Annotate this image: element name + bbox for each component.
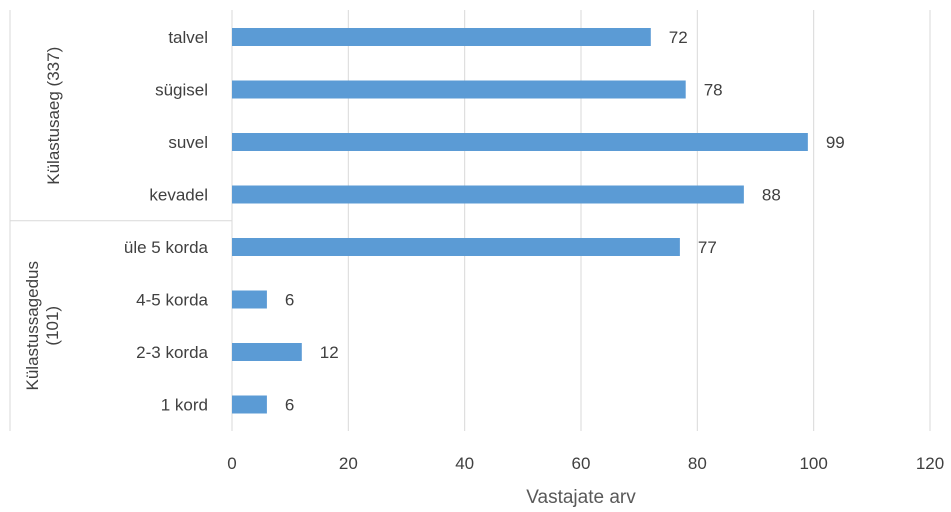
x-axis-ticks: 0 20 40 60 80 100 120 [227, 454, 944, 473]
bar [232, 80, 686, 99]
x-tick-label: 100 [799, 454, 827, 473]
data-label: 88 [762, 186, 781, 205]
x-tick-label: 0 [227, 454, 236, 473]
x-tick-label: 60 [572, 454, 591, 473]
category-label: sügisel [155, 81, 208, 100]
data-label: 78 [704, 81, 723, 100]
group-label: Külastusaeg (337) [44, 47, 63, 185]
x-tick-label: 20 [339, 454, 358, 473]
bar [232, 185, 744, 204]
data-label: 77 [698, 238, 717, 257]
bar [232, 238, 680, 256]
data-label: 72 [669, 28, 688, 47]
x-tick-label: 80 [688, 454, 707, 473]
x-axis-title: Vastajate arv [526, 487, 636, 508]
data-label: 99 [826, 133, 845, 152]
bar [232, 28, 651, 46]
category-labels: talvel sügisel suvel kevadel üle 5 korda 4-5 … [124, 28, 209, 415]
data-label: 6 [285, 291, 294, 310]
gridlines [231, 10, 931, 431]
group-labels: Külastusaeg (337) Külastussagedus(101) [9, 10, 232, 431]
category-label: 2-3 korda [136, 343, 208, 362]
bar [232, 395, 267, 414]
group-label: Külastussagedus(101) [23, 261, 62, 390]
category-label: talvel [168, 28, 208, 47]
category-label: 1 kord [161, 396, 208, 415]
x-tick-label: 40 [455, 454, 474, 473]
x-tick-label: 120 [916, 454, 944, 473]
category-label: üle 5 korda [124, 238, 209, 257]
bar [232, 290, 267, 309]
bars: 72 78 99 88 77 6 12 6 [232, 28, 845, 415]
category-label: kevadel [149, 186, 208, 205]
data-label: 6 [285, 396, 294, 415]
data-label: 12 [320, 343, 339, 362]
bar [232, 133, 808, 151]
category-label: suvel [168, 133, 208, 152]
category-label: 4-5 korda [136, 291, 208, 310]
bar [232, 343, 302, 361]
